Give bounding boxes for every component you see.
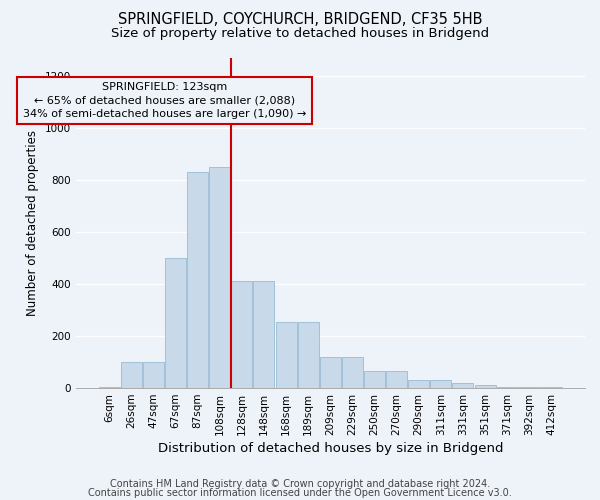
Bar (232, 282, 253, 388)
Bar (541, 387, 562, 388)
Bar (452, 383, 473, 388)
Bar (209, 167, 230, 388)
X-axis label: Distribution of detached houses by size in Bridgend: Distribution of detached houses by size … (158, 442, 503, 455)
Bar (364, 371, 385, 388)
Bar (187, 172, 208, 388)
Text: Contains HM Land Registry data © Crown copyright and database right 2024.: Contains HM Land Registry data © Crown c… (110, 479, 490, 489)
Text: SPRINGFIELD: 123sqm
← 65% of detached houses are smaller (2,088)
34% of semi-det: SPRINGFIELD: 123sqm ← 65% of detached ho… (23, 82, 306, 118)
Bar (143, 362, 164, 388)
Text: SPRINGFIELD, COYCHURCH, BRIDGEND, CF35 5HB: SPRINGFIELD, COYCHURCH, BRIDGEND, CF35 5… (118, 12, 482, 28)
Bar (519, 387, 540, 388)
Text: Size of property relative to detached houses in Bridgend: Size of property relative to detached ho… (111, 28, 489, 40)
Bar (430, 380, 451, 388)
Y-axis label: Number of detached properties: Number of detached properties (26, 130, 39, 316)
Text: Contains public sector information licensed under the Open Government Licence v3: Contains public sector information licen… (88, 488, 512, 498)
Bar (165, 258, 186, 388)
Bar (298, 322, 319, 388)
Bar (320, 357, 341, 388)
Bar (408, 380, 429, 388)
Bar (497, 387, 518, 388)
Bar (98, 387, 119, 388)
Bar (342, 357, 363, 388)
Bar (253, 282, 274, 388)
Bar (275, 322, 296, 388)
Bar (475, 386, 496, 388)
Bar (386, 371, 407, 388)
Bar (121, 362, 142, 388)
